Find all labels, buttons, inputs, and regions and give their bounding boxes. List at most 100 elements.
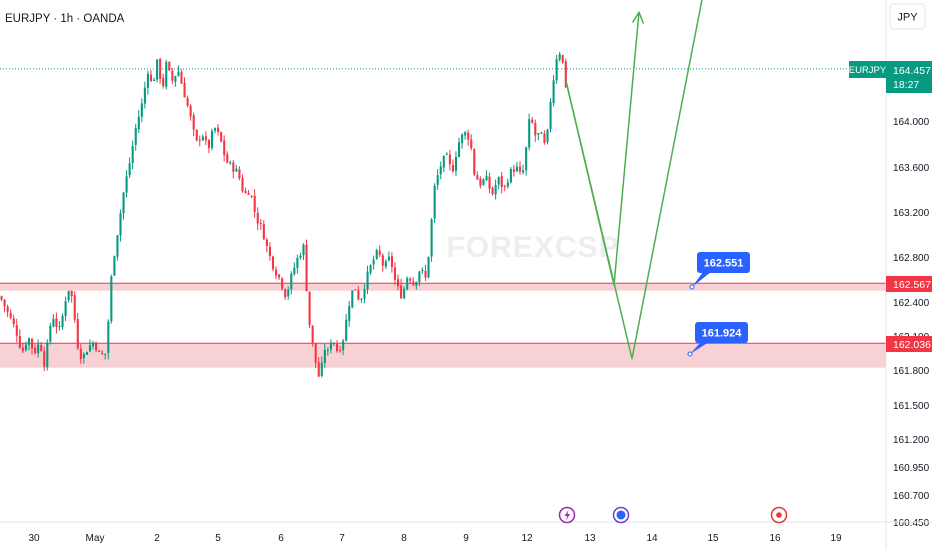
x-tick-label: 9 [463,533,469,544]
candle [497,176,500,190]
candle [49,322,52,345]
level-badge: 162.567 [886,276,932,292]
candle [183,77,186,98]
candle [156,59,159,83]
plot-area[interactable] [0,0,886,522]
candle [384,259,387,269]
candle [189,104,192,121]
candle [372,255,375,270]
candle [73,291,76,323]
candle [485,170,488,181]
candle [37,339,40,358]
lightning-event-icon[interactable] [558,506,576,524]
candle [537,132,540,141]
candle [61,313,64,330]
candle [357,286,360,301]
globe-event-icon[interactable] [612,506,630,524]
candle [339,345,342,353]
candle [88,339,92,353]
x-tick-label: May [86,533,105,544]
candle [543,130,546,145]
candle [317,357,320,378]
candle [430,218,433,262]
target-event-icon[interactable] [770,506,788,524]
arrowhead [631,11,645,24]
candle [342,338,345,356]
candle [12,314,15,328]
projection-arrow-2[interactable] [565,0,715,360]
candle [424,264,427,282]
candle [201,134,204,142]
candle [95,341,98,353]
candle [540,131,543,134]
candle [104,353,107,360]
event-icons-layer[interactable] [558,506,788,524]
candle [427,256,430,279]
candle [515,161,519,173]
candle [360,298,363,303]
candle [250,195,253,199]
candle [153,77,156,82]
candle [85,351,88,356]
candle [192,112,195,137]
candle [241,174,244,193]
candle [217,124,220,136]
y-tick-label: 161.800 [893,366,930,377]
candle [390,252,393,273]
callout-label: 161.924 [702,328,743,340]
candle [195,129,198,142]
candle [525,146,528,176]
badge-countdown: 18:27 [893,79,919,91]
candle [146,70,149,95]
candle [415,281,418,290]
candle [522,164,525,175]
x-tick-label: 19 [830,533,842,544]
candle [366,265,369,294]
candle [40,342,43,352]
candle [348,300,351,327]
x-tick-label: 8 [401,533,407,544]
candle [284,288,287,300]
candle [308,291,311,329]
candle [58,321,61,331]
candle [293,262,296,276]
candle [439,161,442,180]
candle [113,255,116,276]
candle [378,245,381,258]
candle [177,65,180,77]
zone-support[interactable] [0,343,886,368]
candle [464,130,467,140]
candle [336,340,339,353]
candle [454,151,458,177]
candle [555,54,558,84]
price-callout[interactable]: 162.551 [689,252,750,290]
candle [168,61,171,72]
candle [461,133,464,149]
zone-resistance[interactable] [0,283,886,291]
candle [311,325,314,347]
price-callout[interactable]: 161.924 [687,322,748,357]
candle [271,255,275,272]
candle [31,338,34,355]
callouts-layer[interactable]: 162.551 161.924 [687,252,750,357]
candle [305,239,308,292]
watermark-text: FOREXCSP [446,231,619,264]
candle [470,134,473,151]
y-tick-label: 160.450 [893,518,930,529]
candle [9,309,12,320]
candle [149,70,153,83]
symbol-title[interactable]: EURJPY · 1h · OANDA [5,13,125,25]
projection-layer[interactable] [565,0,715,360]
y-tick-label: 160.700 [893,491,930,502]
candle [52,313,55,328]
candle [247,189,250,195]
candle [512,165,515,177]
candle [387,251,390,262]
candle [6,304,9,318]
candle [159,57,162,84]
candle [528,113,531,151]
candle [393,262,397,285]
currency-button[interactable]: JPY [889,3,926,30]
